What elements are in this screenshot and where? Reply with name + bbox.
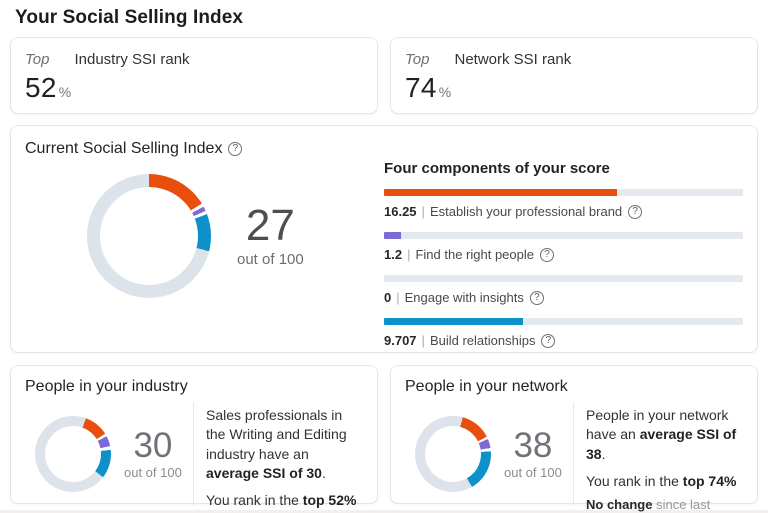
industry-avg-caption: out of 100: [124, 465, 182, 480]
help-icon[interactable]: ?: [529, 290, 544, 305]
separator: |: [407, 247, 411, 262]
industry-avg-score-block: 30 out of 100: [124, 428, 182, 480]
page-title: Your Social Selling Index: [15, 7, 244, 28]
industry-rank-card: Top Industry SSI rank 52 %: [10, 37, 378, 114]
help-icon[interactable]: ?: [228, 142, 243, 156]
component-label: Establish your professional brand: [429, 204, 623, 219]
component-label-row: 9.707 | Build relationships ?: [384, 333, 743, 348]
component-value: 0: [384, 290, 392, 305]
current-ssi-left: Current Social Selling Index ? 27 out of…: [25, 140, 384, 338]
component-label: Find the right people: [415, 247, 534, 262]
network-rank-title: Network SSI rank: [454, 51, 572, 68]
industry-rank-statement: You rank in the top 52%: [206, 492, 357, 509]
component-label-row: 16.25 | Establish your professional bran…: [384, 204, 743, 219]
industry-peers-title: People in your industry: [25, 378, 188, 395]
current-ssi-title-text: Current Social Selling Index: [25, 140, 223, 157]
help-icon[interactable]: ?: [628, 204, 643, 219]
components-heading: Four components of your score: [384, 160, 610, 177]
peer-cards-row: People in your industry 30 out of 100 Sa…: [10, 365, 758, 513]
component-value: 16.25: [384, 204, 417, 219]
rank-qualifier: Top: [25, 51, 50, 68]
network-rank-card: Top Network SSI rank 74 %: [390, 37, 758, 114]
industry-rank-title: Industry SSI rank: [74, 51, 190, 68]
network-rank-statement: You rank in the top 74%: [586, 472, 737, 489]
component-bar-track: [384, 318, 743, 325]
component-bar-fill: [384, 318, 524, 325]
network-summary: People in your network have an average S…: [586, 407, 737, 462]
current-ssi-score: 27: [245, 201, 295, 250]
network-peers-text: People in your network have an average S…: [573, 402, 743, 513]
page-background-strip: [0, 510, 768, 513]
network-avg-donut-chart: [415, 416, 491, 492]
industry-rank-value: 52: [25, 72, 57, 103]
current-ssi-title: Current Social Selling Index ?: [25, 140, 384, 158]
industry-avg-donut-chart: [35, 416, 111, 492]
component-label-row: 1.2 | Find the right people ?: [384, 247, 743, 262]
component-bar-track: [384, 189, 743, 196]
network-rank-value: 74: [405, 72, 437, 103]
network-peers-chart-area: 38 out of 100: [405, 402, 573, 506]
help-icon[interactable]: ?: [540, 247, 554, 262]
network-avg-caption: out of 100: [504, 465, 562, 480]
current-ssi-card: Current Social Selling Index ? 27 out of…: [10, 125, 758, 353]
industry-avg-score: 30: [133, 426, 173, 465]
component-brand: 16.25 | Establish your professional bran…: [384, 189, 743, 219]
score-components-panel: Four components of your score 16.25 | Es…: [384, 140, 743, 348]
help-icon[interactable]: ?: [541, 333, 556, 348]
network-peers-title: People in your network: [405, 378, 568, 395]
industry-peers-text: Sales professionals in the Writing and E…: [193, 402, 363, 509]
component-bar-track: [384, 275, 743, 282]
network-avg-score-block: 38 out of 100: [504, 428, 562, 480]
percent-sign: %: [58, 84, 72, 100]
current-ssi-score-block: 27 out of 100: [237, 201, 304, 269]
component-label: Build relationships: [429, 333, 536, 348]
network-peers-card: People in your network 38 out of 100 Peo…: [390, 365, 758, 513]
ssi-dashboard: Your Social Selling Index Top Industry S…: [0, 7, 768, 513]
component-label: Engage with insights: [404, 290, 524, 305]
separator: |: [396, 290, 400, 305]
component-people: 1.2 | Find the right people ?: [384, 232, 743, 262]
network-avg-score: 38: [513, 426, 553, 465]
separator: |: [421, 333, 425, 348]
industry-peers-card: People in your industry 30 out of 100 Sa…: [10, 365, 378, 509]
industry-summary: Sales professionals in the Writing and E…: [206, 407, 347, 481]
component-value: 9.707: [384, 333, 417, 348]
percent-sign: %: [438, 84, 452, 100]
component-bar-fill: [384, 232, 402, 239]
current-ssi-score-caption: out of 100: [237, 251, 304, 268]
separator: |: [421, 204, 425, 219]
component-bar-fill: [384, 189, 618, 196]
component-relationships: 9.707 | Build relationships ?: [384, 318, 743, 348]
component-value: 1.2: [384, 247, 403, 262]
component-insights: 0 | Engage with insights ?: [384, 275, 743, 305]
current-ssi-donut-chart: [87, 174, 211, 298]
component-label-row: 0 | Engage with insights ?: [384, 290, 743, 305]
industry-peers-chart-area: 30 out of 100: [25, 402, 193, 506]
rank-cards-row: Top Industry SSI rank 52 % Top Network S…: [10, 37, 758, 114]
rank-qualifier: Top: [405, 51, 430, 68]
component-bar-track: [384, 232, 743, 239]
network-change-statement: No change since last week: [586, 496, 711, 513]
